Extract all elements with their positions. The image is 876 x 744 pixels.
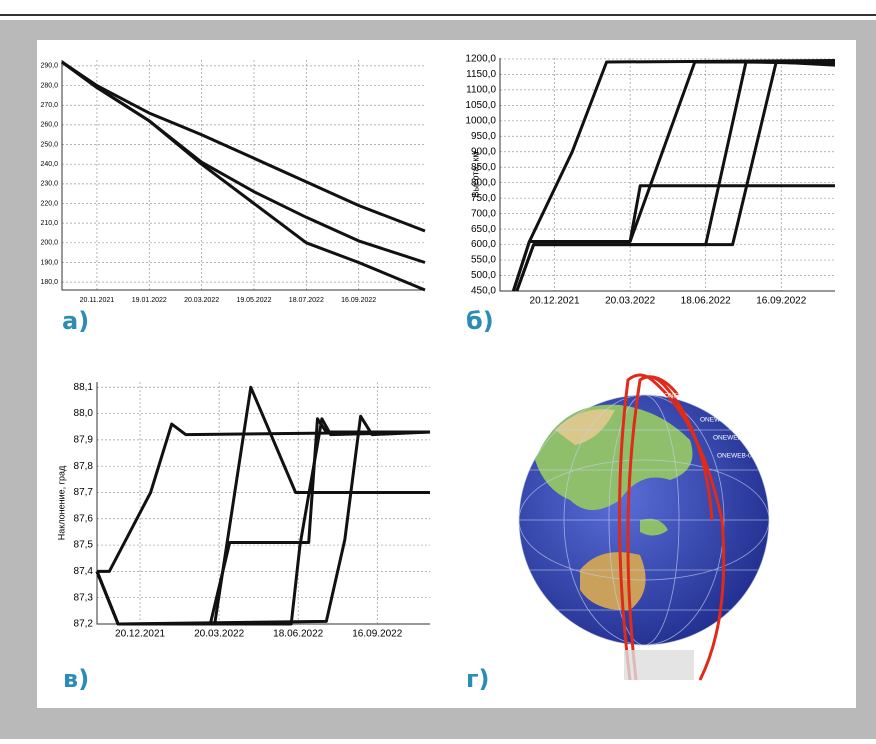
y-tick-label: 87,7 [74,487,94,498]
axes [61,60,425,291]
y-tick-label: 1150,0 [466,69,496,80]
axes [499,58,835,292]
y-tick-label: 230,0 [40,181,58,188]
x-tick-label: 19.01.2022 [132,297,167,304]
globe: ONEWEB-0380 ONEWEB-0362 ONEWEB-0386 ONEW… [518,373,770,681]
x-tick-label: 18.07.2022 [289,297,324,304]
y-tick-label: 290,0 [40,63,58,70]
panel-label: г) [466,665,490,693]
satellite-label: ONEWEB-0362 [700,417,746,424]
series-line [515,60,836,292]
satellite-label: ONEWEB-0369 [717,453,763,460]
y-tick-label: 240,0 [40,161,58,168]
x-tick-label: 20.03.2022 [184,297,219,304]
y-tick-label: 1200,0 [465,54,496,65]
y-tick-label: 87,4 [74,566,94,577]
panel-label: а) [62,307,89,335]
y-tick-label: 250,0 [40,141,58,148]
y-tick-label: 900,0 [471,146,496,157]
y-tick-label: 87,5 [74,540,94,551]
y-tick-label: 87,9 [74,435,94,446]
y-tick-label: 270,0 [40,102,58,109]
land [555,409,615,445]
y-tick-label: 88,0 [74,408,94,419]
y-tick-label: 1100,0 [466,85,496,96]
series-line [628,184,835,242]
x-tick-label: 20.03.2022 [194,629,244,640]
y-tick-label: 550,0 [471,255,496,266]
y-tick-label: 200,0 [40,240,58,247]
satellite-label: ONEWEB-0380 [664,393,710,400]
series-line [97,422,431,573]
y-axis-label: Наклонение, град [56,465,66,540]
x-tick-label: 16.09.2022 [756,296,806,307]
series-line [95,414,431,626]
y-tick-label: 87,3 [74,592,94,603]
series-line [61,60,426,233]
graticule [518,394,770,646]
y-axis-label: Высота, км [470,151,480,197]
x-tick-label: 16.09.2022 [341,297,376,304]
top-strip [0,0,876,14]
y-tick-label: 88,1 [74,382,94,393]
y-tick-label: 280,0 [40,82,58,89]
y-tick-label: 190,0 [40,259,58,266]
y-tick-label: 500,0 [471,270,496,281]
x-tick-label: 20.03.2022 [605,296,655,307]
y-tick-label: 87,6 [74,513,94,524]
y-tick-label: 260,0 [40,122,58,129]
panel-label: б) [466,307,494,335]
x-tick-label: 19.05.2022 [236,297,271,304]
y-tick-label: 650,0 [471,224,496,235]
orbit-labels: ONEWEB-0380 ONEWEB-0362 ONEWEB-0386 ONEW… [664,393,763,460]
label-cluster [624,650,694,680]
y-tick-label: 750,0 [471,193,496,204]
y-tick-label: 210,0 [40,220,58,227]
y-tick-label: 850,0 [471,162,496,173]
y-tick-label: 87,8 [74,461,94,472]
x-tick-label: 16.09.2022 [352,629,402,640]
land [640,518,668,536]
y-tick-label: 700,0 [471,208,496,219]
y-tick-label: 180,0 [40,279,58,286]
y-tick-label: 220,0 [40,200,58,207]
panel-label: в) [63,665,89,693]
y-tick-label: 600,0 [471,239,496,250]
x-tick-label: 20.12.2021 [530,296,580,307]
y-tick-label: 450,0 [471,286,496,297]
y-tick-label: 800,0 [471,177,496,188]
x-tick-label: 20.12.2021 [115,629,165,640]
series-line [61,60,426,292]
x-tick-label: 20.11.2021 [80,297,115,304]
axes [96,382,430,625]
y-tick-label: 87,2 [74,619,94,630]
orbit [618,373,726,681]
y-tick-label: 1050,0 [465,100,496,111]
x-tick-label: 18.06.2022 [681,296,731,307]
y-tick-label: 950,0 [471,131,496,142]
x-tick-label: 18.06.2022 [273,629,323,640]
y-tick-label: 1000,0 [465,115,496,126]
satellite-label: ONEWEB-0386 [713,435,759,442]
